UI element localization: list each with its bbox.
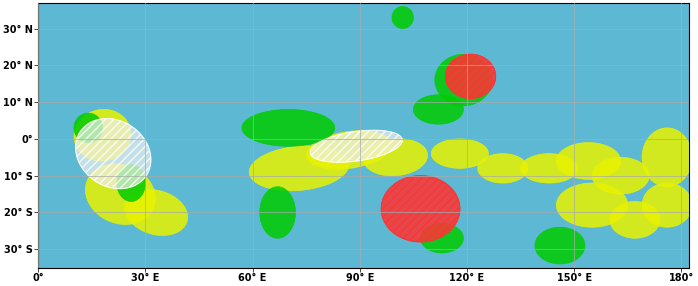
Polygon shape	[249, 146, 349, 191]
Polygon shape	[592, 157, 649, 194]
Polygon shape	[242, 110, 335, 146]
Polygon shape	[75, 118, 151, 189]
Polygon shape	[74, 109, 131, 161]
Polygon shape	[392, 7, 413, 29]
Polygon shape	[306, 131, 392, 169]
Polygon shape	[413, 95, 463, 124]
Polygon shape	[535, 227, 585, 264]
Polygon shape	[556, 143, 621, 179]
Polygon shape	[85, 164, 156, 225]
Polygon shape	[445, 54, 496, 98]
Polygon shape	[610, 201, 660, 238]
Polygon shape	[556, 183, 628, 227]
Polygon shape	[421, 224, 463, 253]
Polygon shape	[74, 113, 103, 143]
Polygon shape	[435, 54, 492, 106]
Polygon shape	[521, 154, 578, 183]
Polygon shape	[260, 187, 295, 238]
Polygon shape	[124, 190, 188, 235]
Polygon shape	[477, 154, 528, 183]
Polygon shape	[642, 183, 692, 227]
Polygon shape	[364, 139, 428, 176]
Polygon shape	[310, 130, 402, 162]
Polygon shape	[117, 165, 145, 201]
Polygon shape	[642, 128, 692, 187]
Polygon shape	[431, 139, 489, 168]
Polygon shape	[381, 176, 460, 242]
